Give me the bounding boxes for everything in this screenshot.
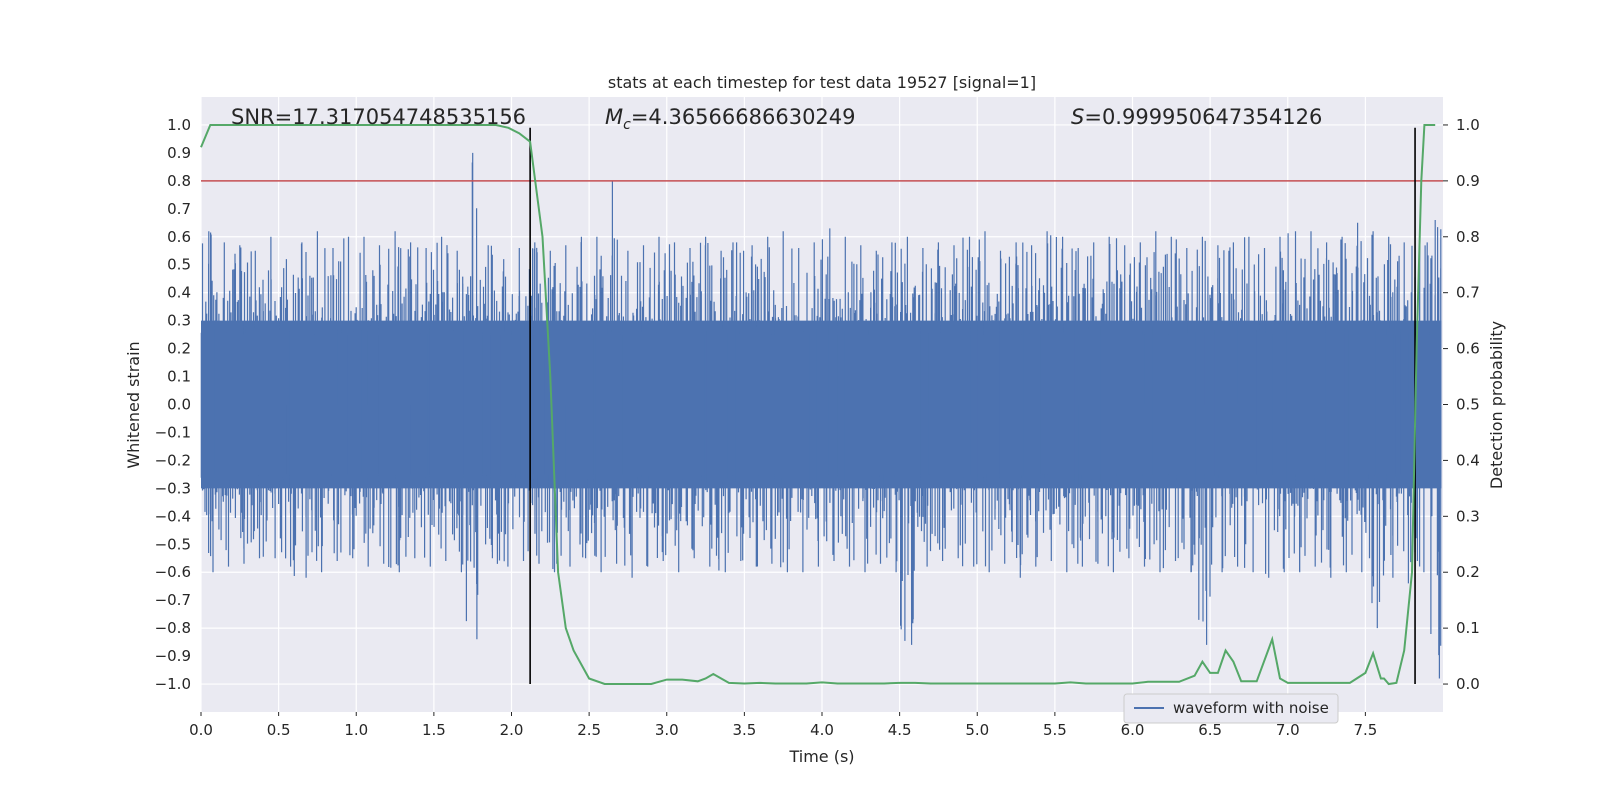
x-tick-label: 6.0 bbox=[1121, 721, 1145, 739]
y2-tick-label: 0.2 bbox=[1456, 563, 1480, 581]
y-tick-label: −1.0 bbox=[155, 675, 191, 693]
y2-tick-label: 0.0 bbox=[1456, 675, 1480, 693]
chirp-mass-symbol: M bbox=[605, 105, 623, 129]
y2-tick-label: 0.5 bbox=[1456, 396, 1480, 414]
y2-tick-label: 1.0 bbox=[1456, 116, 1480, 134]
y2-tick-labels: 0.0 0.1 0.2 0.3 0.4 0.5 0.6 0.7 0.8 0.9 1.0 bbox=[1443, 116, 1480, 693]
y2-tick-label: 0.6 bbox=[1456, 340, 1480, 358]
y-tick-label: −0.6 bbox=[155, 563, 191, 581]
x-tick-label: 5.5 bbox=[1043, 721, 1067, 739]
y-axis-label: Whitened strain bbox=[124, 341, 143, 468]
x-tick-label: 1.0 bbox=[344, 721, 368, 739]
chirp-mass-value: =4.36566686630249 bbox=[631, 105, 856, 129]
y-tick-label: 0.5 bbox=[167, 256, 191, 274]
x-tick-label: 5.0 bbox=[965, 721, 989, 739]
y-tick-label: −0.8 bbox=[155, 619, 191, 637]
score-value: =0.999950647354126 bbox=[1084, 105, 1322, 129]
x-tick-label: 6.5 bbox=[1198, 721, 1222, 739]
waveform-series bbox=[200, 152, 1442, 679]
y2-tick-label: 0.9 bbox=[1456, 172, 1480, 190]
chirp-mass-subscript: c bbox=[623, 117, 631, 133]
legend: waveform with noise bbox=[1123, 693, 1339, 724]
x-tick-label: 0.5 bbox=[267, 721, 291, 739]
y-tick-label: −0.7 bbox=[155, 591, 191, 609]
score-annotation: S=0.999950647354126 bbox=[1071, 105, 1322, 129]
x-tick-label: 4.5 bbox=[888, 721, 912, 739]
x-tick-label: 2.0 bbox=[500, 721, 524, 739]
x-tick-label: 7.0 bbox=[1276, 721, 1300, 739]
y-tick-labels: −1.0 −0.9 −0.8 −0.7 −0.6 −0.5 −0.4 −0.3 −0.2 −0.1… bbox=[155, 116, 191, 693]
y-tick-label: −0.3 bbox=[155, 479, 191, 497]
score-symbol: S bbox=[1071, 105, 1084, 129]
x-tick-label: 0.0 bbox=[189, 721, 213, 739]
waveform-trace bbox=[200, 152, 1442, 679]
chirp-mass-annotation: Mc=4.36566686630249 bbox=[605, 105, 856, 133]
x-tick-labels: 0.0 0.5 1.0 1.5 2.0 2.5 3.0 3.5 4.0 4.5 5.0 5.5 6.0 6… bbox=[189, 712, 1377, 739]
y-tick-label: 0.1 bbox=[167, 368, 191, 386]
x-tick-label: 4.0 bbox=[810, 721, 834, 739]
x-tick-label: 1.5 bbox=[422, 721, 446, 739]
y-tick-label: 0.8 bbox=[167, 172, 191, 190]
y-tick-label: 0.4 bbox=[167, 284, 191, 302]
y2-tick-label: 0.3 bbox=[1456, 507, 1480, 525]
y-tick-label: −0.2 bbox=[155, 451, 191, 469]
x-tick-label: 2.5 bbox=[577, 721, 601, 739]
x-axis-label: Time (s) bbox=[788, 747, 854, 766]
y-tick-label: 0.0 bbox=[167, 396, 191, 414]
x-tick-label: 3.5 bbox=[732, 721, 756, 739]
snr-annotation: SNR=17.317054748535156 bbox=[231, 105, 526, 129]
y-tick-label: 1.0 bbox=[167, 116, 191, 134]
y-tick-label: 0.9 bbox=[167, 144, 191, 162]
probability-line bbox=[200, 124, 1436, 686]
x-tick-label: 7.5 bbox=[1353, 721, 1377, 739]
y-tick-label: 0.2 bbox=[167, 340, 191, 358]
chart-title: stats at each timestep for test data 195… bbox=[608, 73, 1036, 92]
y2-tick-label: 0.8 bbox=[1456, 228, 1480, 246]
y2-tick-label: 0.7 bbox=[1456, 284, 1480, 302]
y-tick-label: −0.5 bbox=[155, 535, 191, 553]
y-tick-label: 0.7 bbox=[167, 200, 191, 218]
y2-tick-label: 0.4 bbox=[1456, 451, 1480, 469]
y-tick-label: 0.6 bbox=[167, 228, 191, 246]
y2-axis-label: Detection probability bbox=[1487, 321, 1506, 489]
y-tick-label: −0.1 bbox=[155, 423, 191, 441]
y-tick-label: −0.4 bbox=[155, 507, 191, 525]
legend-label: waveform with noise bbox=[1173, 699, 1329, 717]
y-tick-label: 0.3 bbox=[167, 312, 191, 330]
y2-tick-label: 0.1 bbox=[1456, 619, 1480, 637]
y-tick-label: −0.9 bbox=[155, 647, 191, 665]
legend-box bbox=[1123, 693, 1339, 724]
x-tick-label: 3.0 bbox=[655, 721, 679, 739]
